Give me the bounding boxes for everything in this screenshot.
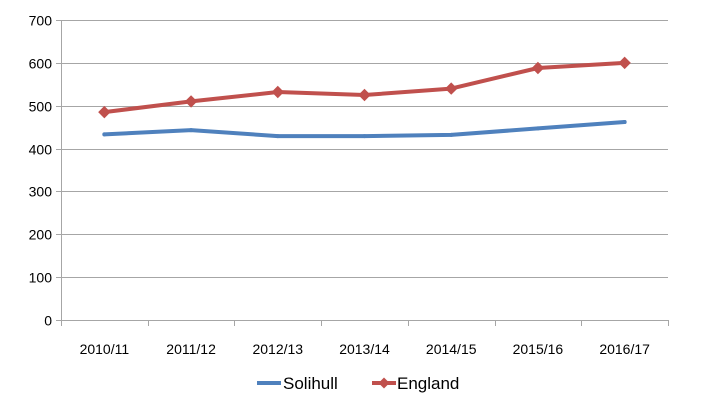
y-tick-label: 600: [29, 56, 53, 72]
legend-label-solihull: Solihull: [283, 374, 338, 393]
data-point-solihull: [362, 134, 367, 139]
x-tick-labels: 2010/11 2011/12 2012/13 2013/14 2014/15 2015/…: [80, 341, 651, 357]
x-tick-label: 2015/16: [513, 341, 564, 357]
data-point-solihull: [189, 128, 194, 133]
data-point-england: [618, 56, 631, 70]
x-tick-label: 2011/12: [166, 341, 216, 357]
y-tick-label: 500: [29, 99, 53, 115]
legend-label-england: England: [397, 374, 459, 393]
x-tick-label: 2013/14: [339, 341, 390, 357]
gridlines: [61, 20, 668, 278]
axes: [56, 20, 669, 326]
data-point-england: [531, 61, 545, 75]
x-tick-label: 2014/15: [426, 341, 477, 357]
y-tick-label: 300: [29, 184, 53, 200]
data-point-england: [445, 82, 458, 95]
y-tick-label: 200: [29, 227, 53, 243]
series-line-solihull: [102, 120, 627, 139]
data-point-england: [358, 88, 371, 102]
data-point-england: [184, 95, 198, 108]
y-tick-label: 0: [44, 313, 52, 329]
y-tick-label: 700: [29, 13, 53, 29]
y-tick-label: 100: [29, 270, 53, 286]
data-point-solihull: [622, 120, 627, 124]
y-tick-labels: 0 100 200 300 400 500 600 700: [29, 13, 53, 329]
x-tick-label: 2016/17: [599, 341, 650, 357]
series-lines: [98, 56, 631, 139]
data-point-solihull: [275, 134, 280, 139]
y-tick-label: 400: [29, 142, 53, 158]
data-point-solihull: [102, 132, 107, 137]
data-point-england: [98, 105, 111, 119]
series-line-england: [102, 60, 627, 115]
legend: Solihull England: [257, 374, 459, 393]
x-tick-label: 2010/11: [80, 341, 130, 357]
data-point-england: [271, 85, 284, 99]
legend-marker-england: [378, 377, 390, 389]
data-point-solihull: [449, 132, 454, 137]
x-tick-label: 2012/13: [252, 341, 303, 357]
data-point-solihull: [535, 126, 540, 131]
